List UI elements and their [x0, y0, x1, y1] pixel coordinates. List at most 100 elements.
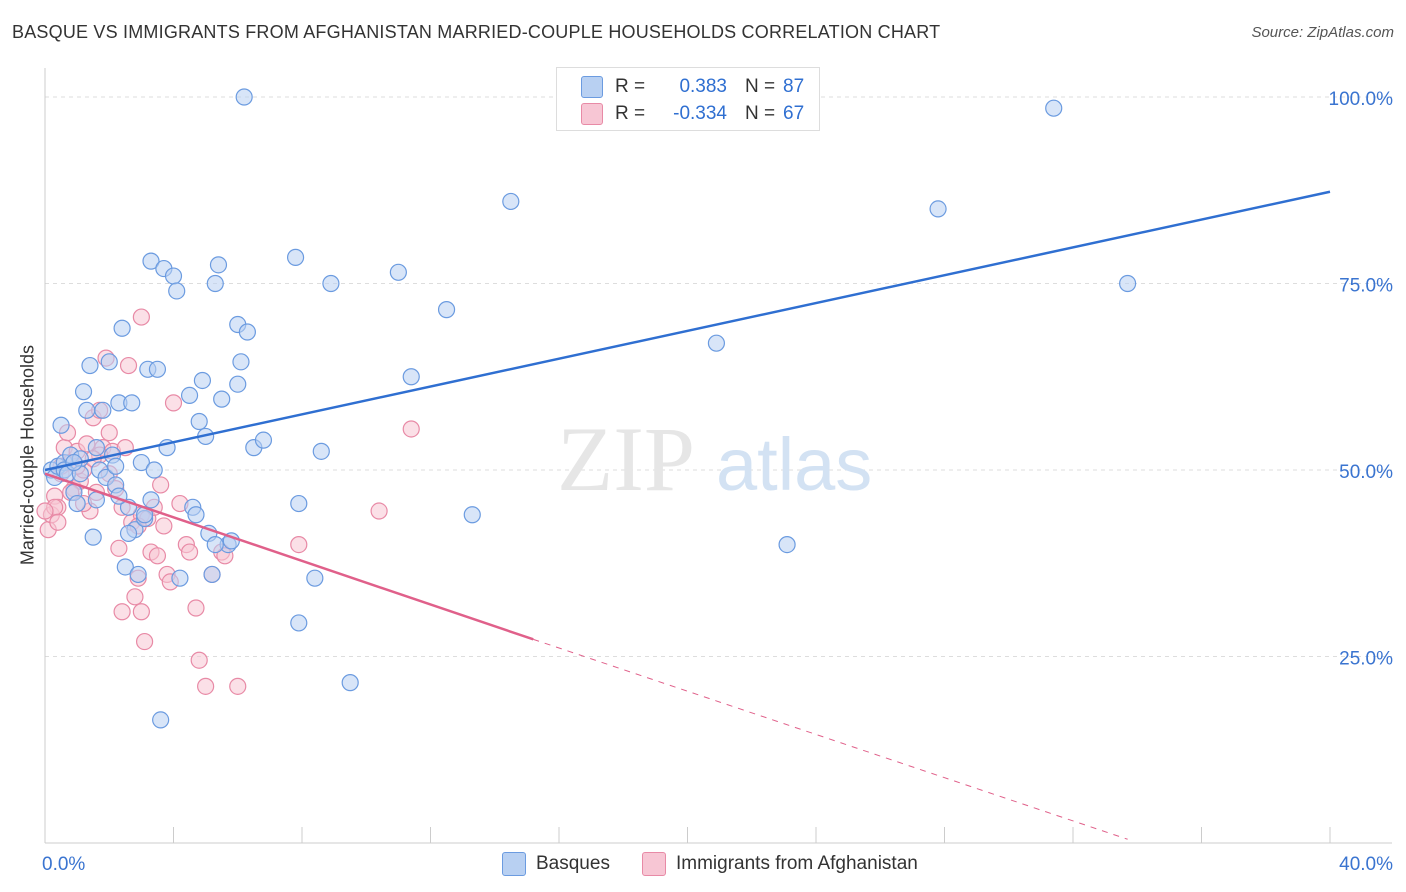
basque-point	[52, 416, 70, 434]
basque-swatch	[581, 76, 603, 98]
afghanistan-point	[36, 502, 54, 520]
afghanistan-point	[113, 603, 131, 621]
basque-point	[81, 356, 99, 375]
afghanistan-point	[148, 547, 167, 565]
basque-point	[145, 461, 163, 479]
legend-label-basques: Basques	[536, 853, 610, 874]
basque-point	[502, 192, 520, 211]
basque-point	[180, 386, 199, 404]
r-value: -0.334	[673, 103, 727, 124]
basque-trend-line	[44, 190, 1331, 472]
afghanistan-point	[402, 420, 420, 438]
trend-lines	[44, 190, 1331, 840]
afghanistan-point	[126, 588, 144, 606]
basque-point	[213, 390, 231, 408]
basque-point	[171, 569, 189, 587]
basque-point	[389, 263, 407, 281]
x-tick-label: 40.0%	[1339, 854, 1393, 875]
n-value: 67	[783, 103, 805, 124]
afghanistan-point	[197, 677, 215, 695]
basque-point	[190, 412, 208, 431]
y-tick-label: 50.0%	[1339, 462, 1393, 483]
n-value: 87	[783, 76, 805, 97]
basque-point	[1045, 99, 1063, 117]
afghanistan-point	[180, 543, 199, 561]
basque-point	[312, 442, 330, 460]
basque-points	[42, 88, 1137, 729]
afghanistan-point	[190, 651, 208, 669]
basque-point	[84, 528, 102, 546]
tick-labels: 25.0% 50.0% 75.0% 100.0% 0.0% 40.0%	[42, 89, 1393, 875]
basque-point	[129, 565, 147, 584]
chart-title: BASQUE VS IMMIGRANTS FROM AFGHANISTAN MA…	[12, 22, 941, 42]
basque-point	[142, 491, 160, 509]
basque-point	[94, 401, 112, 419]
series-legend: Basques Immigrants from Afghanistan	[0, 852, 1406, 878]
basque-point	[187, 506, 205, 524]
afghanistan-point	[164, 394, 183, 412]
basque-point	[116, 558, 134, 576]
basque-point	[402, 368, 420, 386]
n-label: N =	[745, 76, 776, 97]
basque-point	[119, 524, 138, 543]
afghanistan-point	[110, 539, 128, 557]
legend-label-afghanistan: Immigrants from Afghanistan	[676, 853, 918, 874]
n-label: N =	[745, 103, 776, 124]
basque-point	[929, 200, 947, 218]
basque-legend-swatch	[502, 852, 526, 876]
correlation-legend: R = 0.383 N = 87 R = -0.334 N = 67	[556, 67, 820, 131]
legend-row-afghanistan: R = -0.334 N = 67	[581, 101, 804, 127]
basque-point	[164, 267, 183, 285]
r-label: R =	[615, 103, 646, 124]
legend-row-basques: R = 0.383 N = 87	[581, 74, 804, 100]
basque-point	[341, 674, 359, 692]
legend-item-afghanistan: Immigrants from Afghanistan	[642, 852, 918, 876]
afghanistan-point	[135, 632, 154, 651]
afghanistan-point	[370, 502, 388, 520]
basque-point	[306, 569, 324, 587]
basque-point	[232, 353, 250, 371]
afghanistan-trend-line	[44, 472, 534, 641]
afghanistan-point	[187, 599, 205, 617]
afghanistan-point	[49, 513, 67, 531]
x-tick-label: 0.0%	[42, 854, 85, 875]
basque-point	[152, 711, 170, 729]
basque-point	[778, 535, 796, 554]
r-label: R =	[615, 76, 646, 97]
basque-point	[132, 453, 150, 472]
basque-point	[463, 506, 481, 524]
basque-point	[113, 319, 131, 337]
y-tick-label: 100.0%	[1329, 89, 1394, 110]
basque-point	[206, 535, 224, 554]
axes	[44, 68, 1392, 844]
basque-point	[142, 252, 160, 270]
basque-point	[68, 494, 86, 513]
basque-point	[100, 353, 118, 371]
basque-point	[107, 457, 125, 475]
y-axis-label: Married-couple Households	[17, 344, 38, 566]
afghanistan-point	[119, 356, 138, 375]
basque-point	[235, 88, 253, 106]
basque-point	[193, 371, 212, 390]
afghanistan-point	[229, 677, 247, 695]
y-tick-label: 75.0%	[1339, 276, 1393, 297]
gridlines	[45, 96, 1392, 657]
basque-point	[74, 383, 93, 401]
afghanistan-point	[132, 308, 150, 326]
basque-point	[203, 565, 221, 584]
afghanistan-point	[290, 535, 308, 554]
basque-point	[290, 614, 308, 632]
basque-point	[209, 256, 228, 274]
afghanistan-point	[155, 517, 173, 535]
basque-point	[238, 323, 256, 341]
watermark-zip: ZIP	[557, 408, 695, 510]
afghanistan-legend-swatch	[642, 852, 666, 876]
y-tick-label: 25.0%	[1339, 649, 1393, 670]
afghanistan-point	[100, 424, 118, 442]
basque-point	[168, 282, 186, 300]
basque-point	[87, 439, 106, 457]
basque-point	[229, 375, 247, 393]
basque-point	[286, 248, 305, 266]
basque-point	[437, 301, 456, 319]
